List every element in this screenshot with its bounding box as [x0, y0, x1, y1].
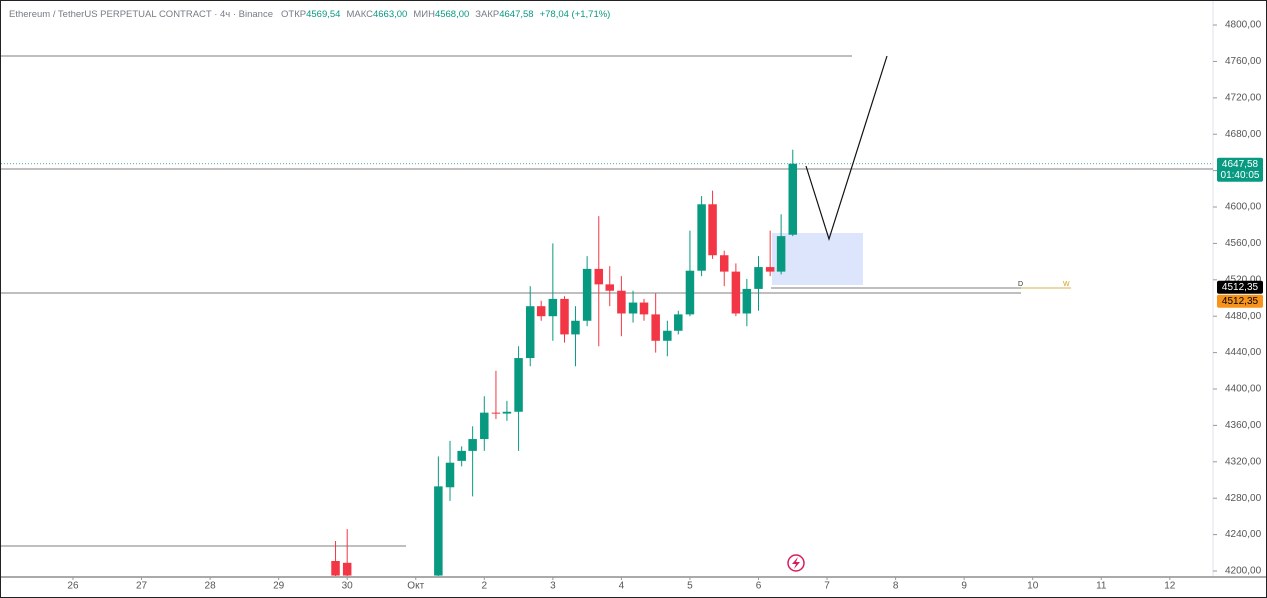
- header-value: 4569,54: [306, 9, 341, 20]
- y-tick-label: 4720,00: [1225, 92, 1262, 103]
- y-tick-label: 4560,00: [1225, 238, 1262, 249]
- candle-body: [628, 302, 638, 314]
- candle-body: [617, 290, 626, 314]
- x-tick-label: 7: [824, 581, 830, 592]
- x-tick-label: 27: [136, 581, 148, 592]
- header-text: Ethereum / TetherUS PERPETUAL CONTRACT ·…: [9, 9, 274, 20]
- drawings: D W: [1, 55, 1213, 572]
- y-tick-label: 4400,00: [1225, 384, 1262, 395]
- header-value: 4568,00: [434, 9, 470, 20]
- last-price-tag: [1217, 157, 1263, 182]
- x-tick-label: Окт: [407, 581, 424, 592]
- y-tick-label: 4800,00: [1225, 20, 1262, 31]
- x-tick-label: 3: [550, 581, 556, 592]
- x-tick-label: 11: [1096, 581, 1107, 592]
- candle-body: [582, 268, 592, 321]
- candle-body: [605, 284, 614, 291]
- candle-body: [697, 204, 706, 271]
- candle-body: [491, 412, 501, 414]
- y-tick-label: 4480,00: [1225, 311, 1262, 322]
- y-tick-label: 4360,00: [1225, 420, 1262, 431]
- header-text: ОТКР: [281, 9, 307, 20]
- candle-body: [502, 411, 512, 414]
- plot-area: [331, 149, 798, 576]
- candle-body: [548, 298, 558, 317]
- candle-body: [514, 358, 523, 412]
- y-tick-label: 4520,00: [1225, 274, 1262, 285]
- candle-body: [639, 302, 649, 315]
- candle-body: [457, 450, 466, 461]
- candle-body: [594, 268, 604, 285]
- candle-body: [560, 298, 569, 335]
- y-tick-label: 4280,00: [1225, 493, 1262, 504]
- candle-body: [719, 255, 729, 272]
- legend-header: Ethereum / TetherUS PERPETUAL CONTRACT ·…: [9, 9, 616, 20]
- candle-body: [536, 306, 546, 317]
- x-tick-label: 6: [756, 581, 762, 592]
- x-tick-label: 5: [687, 581, 693, 592]
- candle-body: [754, 267, 763, 289]
- candle-body: [663, 330, 672, 341]
- candle-body: [331, 560, 340, 576]
- candle-body: [651, 314, 660, 341]
- x-tick-label: 2: [482, 581, 488, 592]
- lightning-icon[interactable]: [787, 554, 805, 572]
- x-tick-label: 29: [273, 581, 285, 592]
- candle-body: [571, 320, 580, 335]
- annotation: W: [1063, 281, 1070, 288]
- candle-body: [765, 267, 775, 272]
- candle-body: [788, 163, 798, 235]
- x-tick-label: 30: [342, 581, 354, 592]
- candle-body: [445, 462, 455, 488]
- header-text: МАКС: [346, 9, 373, 20]
- candle-body: [434, 486, 443, 576]
- y-tick-label: 4600,00: [1225, 202, 1262, 213]
- x-tick-label: 9: [961, 581, 967, 592]
- annotation: D: [1018, 281, 1023, 288]
- candle-body: [525, 306, 535, 359]
- y-tick-label: 4320,00: [1225, 456, 1262, 467]
- x-tick-label: 4: [619, 581, 625, 592]
- price-tag: [1217, 280, 1263, 294]
- y-tick-label: 4680,00: [1225, 129, 1262, 140]
- y-tick-label: 4240,00: [1225, 529, 1262, 540]
- header-value: 4663,00: [372, 9, 408, 20]
- candle-body: [468, 439, 477, 451]
- candle-body: [776, 236, 786, 272]
- price-tag-label: 4512,35: [1222, 296, 1259, 307]
- projection-path: [805, 55, 888, 241]
- y-tick-label: 4200,00: [1225, 566, 1262, 577]
- x-tick-label: 12: [1164, 581, 1176, 592]
- header-value: 4647,58: [499, 9, 534, 20]
- y-tick-label: 4760,00: [1225, 56, 1262, 67]
- price-tag: [1217, 294, 1263, 308]
- candle-body: [708, 204, 717, 256]
- candle-body: [674, 314, 683, 331]
- candle-body: [685, 270, 695, 315]
- price-tag-label: 4512,35: [1222, 282, 1259, 293]
- zone-rect: [772, 233, 863, 285]
- candle-body: [742, 288, 752, 314]
- x-tick-label: 26: [67, 581, 79, 592]
- y-tick-label: 4440,00: [1225, 347, 1262, 358]
- last-price-label: 4647,58: [1222, 159, 1259, 170]
- x-tick-label: 28: [205, 581, 217, 592]
- x-tick-label: 8: [893, 581, 899, 592]
- x-tick-label: 10: [1027, 581, 1039, 592]
- header-value: +78,04 (+1,71%): [539, 9, 611, 20]
- header-text: МИН: [413, 9, 435, 20]
- candle-body: [480, 412, 489, 440]
- candle-body: [731, 271, 741, 314]
- countdown-label: 01:40:05: [1221, 170, 1260, 181]
- candle-body: [342, 562, 352, 576]
- header-text: ЗАКР: [475, 9, 500, 20]
